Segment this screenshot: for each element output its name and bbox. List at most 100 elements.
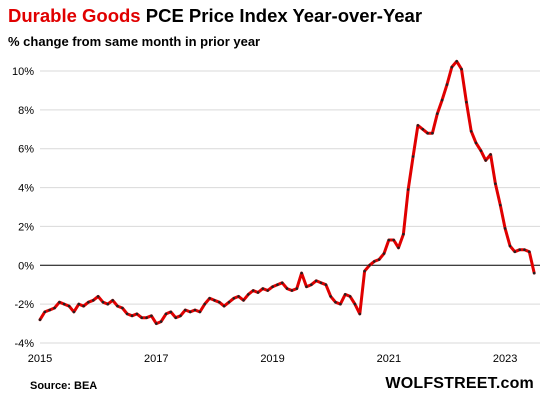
data-point [184, 308, 187, 312]
y-tick-label: -2% [14, 299, 34, 311]
data-point [227, 300, 231, 304]
data-point [92, 299, 95, 302]
x-tick-label: 2019 [260, 353, 284, 365]
data-point [48, 308, 51, 312]
data-point [164, 312, 168, 316]
data-point [339, 302, 342, 306]
data-point [348, 295, 352, 298]
y-tick-label: 6% [18, 144, 34, 156]
data-point [135, 312, 139, 316]
data-point [528, 250, 531, 253]
data-point [271, 285, 274, 289]
chart-title-rest: PCE Price Index Year-over-Year [140, 5, 423, 26]
data-point [116, 304, 119, 308]
data-point [489, 153, 492, 156]
data-point [150, 314, 153, 318]
data-point [479, 149, 483, 152]
data-point [198, 310, 202, 314]
data-point [266, 289, 270, 292]
data-point [280, 281, 284, 285]
y-tick-label: -4% [14, 338, 34, 350]
y-tick-label: 4% [18, 183, 34, 195]
x-tick-label: 2017 [144, 353, 168, 365]
data-point [343, 293, 347, 296]
data-point [295, 287, 299, 290]
data-point [213, 299, 216, 302]
data-point [67, 304, 71, 308]
data-point [392, 238, 396, 242]
data-point [193, 308, 197, 312]
data-point [382, 252, 386, 255]
data-point [310, 283, 313, 287]
data-point [140, 316, 143, 320]
data-point [508, 244, 512, 248]
data-point [523, 248, 526, 251]
data-point [130, 314, 134, 318]
data-point [465, 100, 468, 104]
data-point [518, 248, 521, 251]
data-point [101, 300, 105, 304]
source-label: Source: BEA [30, 380, 98, 392]
data-point [353, 302, 357, 306]
data-point [450, 65, 454, 69]
data-point [387, 238, 391, 242]
data-point [256, 291, 260, 294]
data-point [179, 314, 182, 318]
data-point [125, 312, 129, 316]
data-point [431, 131, 434, 135]
data-point [532, 271, 536, 275]
data-point [72, 310, 76, 314]
data-point [43, 310, 47, 314]
data-point [38, 318, 42, 322]
data-point [440, 98, 444, 102]
data-point [402, 232, 405, 236]
data-point [251, 289, 255, 292]
x-tick-label: 2015 [28, 353, 52, 365]
data-point [421, 128, 425, 131]
x-tick-label: 2021 [377, 353, 401, 365]
data-point [314, 279, 318, 283]
data-point [276, 283, 279, 287]
data-point [499, 203, 502, 207]
data-point [455, 60, 459, 63]
data-point [305, 285, 308, 289]
data-point [247, 293, 250, 296]
data-point [169, 310, 173, 314]
data-point [300, 271, 303, 275]
chart-title: Durable Goods PCE Price Index Year-over-… [8, 5, 422, 27]
data-point [232, 297, 236, 300]
data-point [203, 302, 206, 306]
data-point [363, 269, 366, 273]
data-point [53, 306, 56, 310]
data-point [208, 297, 211, 300]
data-point [358, 312, 362, 316]
data-point [159, 320, 163, 323]
data-point [77, 302, 81, 306]
data-point [285, 287, 289, 290]
data-point [484, 159, 488, 162]
data-point [62, 302, 66, 306]
data-point [377, 258, 381, 261]
data-point [96, 295, 100, 298]
brand-watermark: WOLFSTREET.com [385, 375, 534, 392]
data-point [397, 246, 400, 250]
data-point [329, 295, 333, 298]
x-tick-label: 2023 [493, 353, 517, 365]
data-point [469, 129, 473, 133]
data-point [406, 188, 410, 191]
data-point [436, 112, 439, 115]
data-point [494, 182, 497, 185]
data-point [218, 300, 221, 304]
data-point [58, 300, 61, 304]
data-point [261, 287, 265, 290]
data-point [87, 300, 90, 304]
data-point [188, 310, 192, 314]
data-point [222, 304, 226, 308]
data-point [460, 67, 463, 71]
y-tick-label: 0% [18, 260, 34, 272]
data-point [411, 155, 415, 158]
data-point [474, 141, 478, 145]
y-tick-label: 8% [18, 105, 34, 117]
chart-subtitle: % change from same month in prior year [8, 34, 261, 49]
